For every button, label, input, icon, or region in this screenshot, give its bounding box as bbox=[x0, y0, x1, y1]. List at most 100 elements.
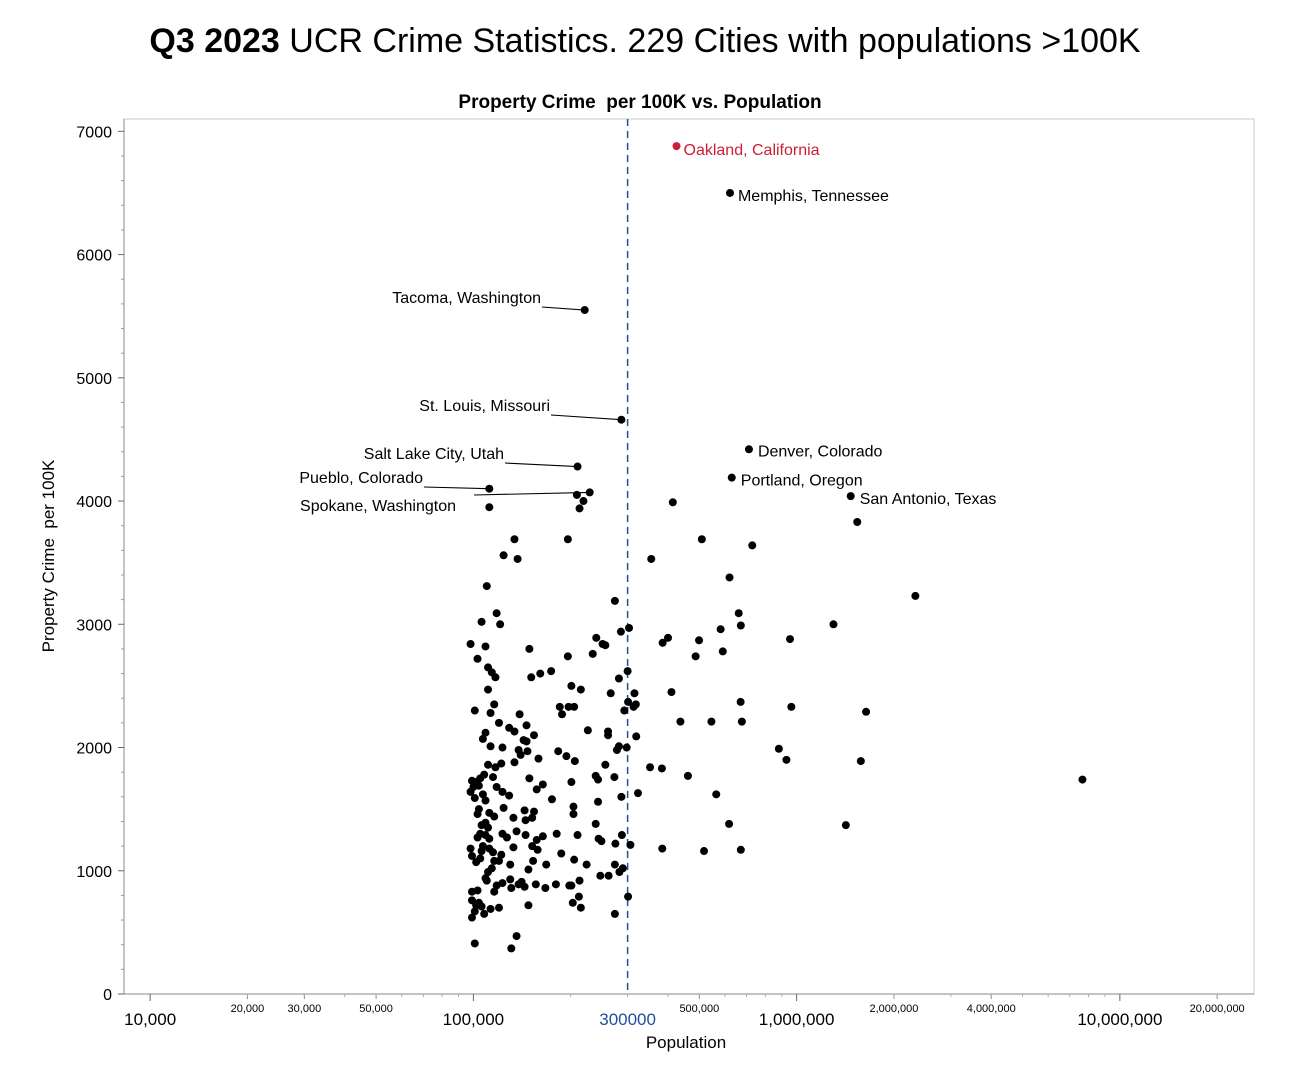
data-point bbox=[478, 842, 487, 851]
data-point bbox=[505, 791, 514, 800]
point-label: Spokane, Washington bbox=[300, 498, 456, 515]
data-point bbox=[507, 884, 516, 893]
data-point bbox=[484, 867, 493, 876]
data-point bbox=[527, 673, 536, 682]
y-tick-label: 2000 bbox=[76, 741, 112, 758]
data-point bbox=[620, 706, 629, 715]
data-point bbox=[490, 887, 499, 896]
data-point bbox=[509, 813, 518, 822]
data-point bbox=[570, 757, 579, 766]
data-point bbox=[562, 752, 571, 761]
data-point bbox=[552, 829, 561, 838]
data-point bbox=[856, 757, 865, 766]
x-minor-tick-label: 30,000 bbox=[288, 1003, 322, 1015]
data-point bbox=[484, 760, 493, 769]
headline-bold: Q3 2023 bbox=[149, 22, 280, 60]
data-point bbox=[657, 764, 666, 773]
data-point bbox=[520, 882, 529, 891]
data-point bbox=[516, 750, 525, 759]
page-headline: Q3 2023 UCR Crime Statistics. 229 Cities… bbox=[0, 22, 1290, 61]
data-point bbox=[532, 785, 541, 794]
x-minor-tick-label: 50,000 bbox=[359, 1003, 393, 1015]
data-point bbox=[485, 503, 494, 512]
data-point bbox=[494, 718, 503, 727]
data-point bbox=[524, 901, 533, 910]
data-point bbox=[712, 790, 721, 799]
data-point bbox=[829, 620, 838, 629]
data-point bbox=[510, 758, 519, 767]
data-point bbox=[491, 763, 500, 772]
data-point bbox=[480, 770, 489, 779]
data-point bbox=[542, 860, 551, 869]
data-point bbox=[484, 823, 493, 832]
data-point bbox=[486, 742, 495, 751]
data-point bbox=[554, 747, 563, 756]
data-point bbox=[786, 635, 795, 644]
data-point bbox=[496, 620, 505, 629]
data-point bbox=[573, 831, 582, 840]
data-point bbox=[610, 596, 619, 605]
data-point bbox=[691, 652, 700, 661]
point-label: San Antonio, Texas bbox=[860, 491, 997, 508]
data-point bbox=[841, 821, 850, 830]
data-point bbox=[470, 907, 479, 916]
data-point bbox=[862, 707, 871, 716]
data-point bbox=[485, 834, 494, 843]
x-minor-tick-label: 20,000 bbox=[231, 1003, 265, 1015]
data-point bbox=[579, 497, 588, 506]
data-point bbox=[490, 812, 499, 821]
data-point bbox=[622, 743, 631, 752]
data-point bbox=[617, 831, 626, 840]
labeled-data-point bbox=[744, 445, 753, 454]
data-point bbox=[547, 667, 556, 676]
data-point bbox=[664, 633, 673, 642]
data-point bbox=[615, 867, 624, 876]
data-point bbox=[588, 649, 597, 658]
data-point bbox=[499, 803, 508, 812]
point-label: Denver, Colorado bbox=[758, 443, 883, 460]
data-point bbox=[541, 884, 550, 893]
data-point bbox=[604, 871, 613, 880]
x-tick-label: 10,000,000 bbox=[1077, 1010, 1162, 1029]
label-leader-line bbox=[541, 306, 585, 311]
data-point bbox=[525, 644, 534, 653]
data-point bbox=[486, 709, 495, 718]
data-point bbox=[567, 681, 576, 690]
data-point bbox=[570, 702, 579, 711]
labeled-data-point bbox=[485, 484, 494, 493]
data-point bbox=[525, 774, 534, 783]
data-point bbox=[604, 731, 613, 740]
data-point bbox=[478, 790, 487, 799]
data-point bbox=[489, 773, 498, 782]
data-point bbox=[591, 819, 600, 828]
data-point bbox=[533, 845, 542, 854]
data-point bbox=[512, 827, 521, 836]
data-point bbox=[538, 780, 547, 789]
data-point bbox=[597, 837, 606, 846]
data-point bbox=[700, 847, 709, 856]
data-point bbox=[491, 673, 500, 682]
data-point bbox=[570, 855, 579, 864]
data-point bbox=[494, 856, 503, 865]
data-point bbox=[718, 647, 727, 656]
data-point bbox=[522, 721, 531, 730]
data-point bbox=[474, 805, 483, 814]
labeled-data-point bbox=[617, 415, 626, 424]
data-point bbox=[499, 551, 508, 560]
data-point bbox=[646, 763, 655, 772]
data-point bbox=[668, 498, 677, 507]
data-point bbox=[782, 755, 791, 764]
x-minor-tick-label: 20,000,000 bbox=[1190, 1003, 1245, 1015]
data-point bbox=[575, 504, 584, 513]
y-tick-label: 0 bbox=[103, 987, 112, 1004]
y-axis: 0 1000 2000 3000 4000 5000 6000 7000 bbox=[76, 124, 124, 1004]
data-point bbox=[616, 627, 625, 636]
data-point bbox=[476, 854, 485, 863]
data-point bbox=[558, 710, 567, 719]
data-point bbox=[583, 726, 592, 735]
data-point bbox=[574, 892, 583, 901]
x-tick-label: 1,000,000 bbox=[759, 1010, 835, 1029]
data-point bbox=[563, 535, 572, 544]
labeled-data-point bbox=[580, 306, 589, 315]
data-point bbox=[564, 702, 573, 711]
